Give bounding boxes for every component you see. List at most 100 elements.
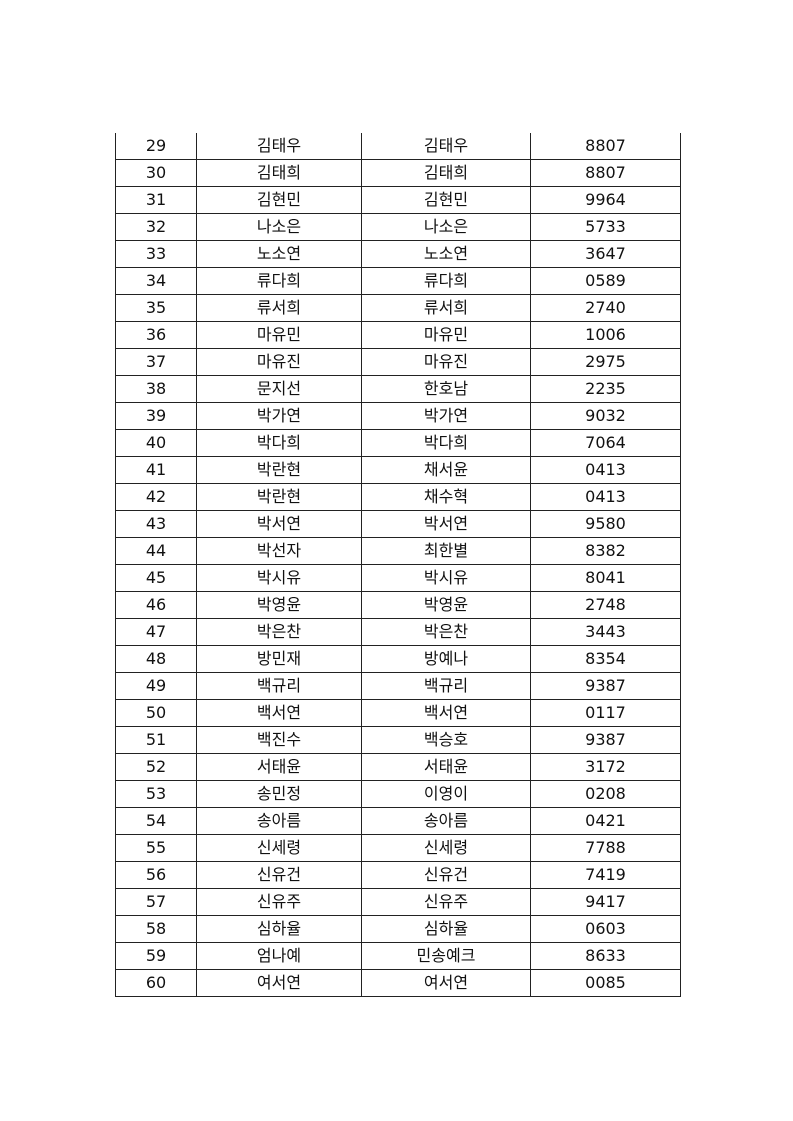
name-cell: 김현민 [196, 186, 362, 214]
second-name-cell: 신세령 [361, 834, 531, 862]
second-name-cell: 나소은 [361, 213, 531, 241]
row-number-cell: 51 [115, 726, 197, 754]
table-row: 60 여서연 여서연 0085 [115, 969, 681, 997]
name-cell: 신세령 [196, 834, 362, 862]
row-number-cell: 43 [115, 510, 197, 538]
row-number-cell: 49 [115, 672, 197, 700]
second-name-cell: 박영윤 [361, 591, 531, 619]
name-cell: 심하율 [196, 915, 362, 943]
row-number-cell: 50 [115, 699, 197, 727]
second-name-cell: 채수혁 [361, 483, 531, 511]
table-row: 34 류다희 류다희 0589 [115, 267, 681, 295]
name-cell: 신유주 [196, 888, 362, 916]
row-number-cell: 58 [115, 915, 197, 943]
row-number-cell: 31 [115, 186, 197, 214]
table-row: 43 박서연 박서연 9580 [115, 510, 681, 538]
second-name-cell: 마유진 [361, 348, 531, 376]
row-number-cell: 48 [115, 645, 197, 673]
name-cell: 나소은 [196, 213, 362, 241]
row-number-cell: 30 [115, 159, 197, 187]
code-cell: 9032 [530, 402, 681, 430]
code-cell: 9387 [530, 726, 681, 754]
code-cell: 3443 [530, 618, 681, 646]
table-row: 32 나소은 나소은 5733 [115, 213, 681, 241]
code-cell: 0117 [530, 699, 681, 727]
table-row: 40 박다희 박다희 7064 [115, 429, 681, 457]
row-number-cell: 29 [115, 133, 197, 160]
row-number-cell: 32 [115, 213, 197, 241]
row-number-cell: 39 [115, 402, 197, 430]
row-number-cell: 34 [115, 267, 197, 295]
row-number-cell: 44 [115, 537, 197, 565]
table-row: 35 류서희 류서희 2740 [115, 294, 681, 322]
row-number-cell: 52 [115, 753, 197, 781]
table-row: 47 박은찬 박은찬 3443 [115, 618, 681, 646]
second-name-cell: 류서희 [361, 294, 531, 322]
code-cell: 9417 [530, 888, 681, 916]
second-name-cell: 채서윤 [361, 456, 531, 484]
second-name-cell: 이영이 [361, 780, 531, 808]
table-body: 29 김태우 김태우 8807 30 김태희 김태희 8807 31 김현민 김현민 9964 32 나소… [115, 133, 681, 997]
second-name-cell: 여서연 [361, 969, 531, 997]
name-cell: 박가연 [196, 402, 362, 430]
name-cell: 여서연 [196, 969, 362, 997]
name-cell: 박다희 [196, 429, 362, 457]
table-row: 29 김태우 김태우 8807 [115, 133, 681, 160]
code-cell: 8807 [530, 159, 681, 187]
table-row: 44 박선자 최한별 8382 [115, 537, 681, 565]
name-cell: 송아름 [196, 807, 362, 835]
second-name-cell: 박가연 [361, 402, 531, 430]
table-row: 51 백진수 백승호 9387 [115, 726, 681, 754]
table-row: 57 신유주 신유주 9417 [115, 888, 681, 916]
second-name-cell: 김현민 [361, 186, 531, 214]
name-cell: 신유건 [196, 861, 362, 889]
name-cell: 박시유 [196, 564, 362, 592]
code-cell: 0413 [530, 456, 681, 484]
code-cell: 0208 [530, 780, 681, 808]
row-number-cell: 40 [115, 429, 197, 457]
table-row: 39 박가연 박가연 9032 [115, 402, 681, 430]
table-row: 49 백규리 백규리 9387 [115, 672, 681, 700]
name-cell: 마유민 [196, 321, 362, 349]
table-row: 42 박란현 채수혁 0413 [115, 483, 681, 511]
code-cell: 8354 [530, 645, 681, 673]
code-cell: 7419 [530, 861, 681, 889]
code-cell: 2748 [530, 591, 681, 619]
code-cell: 5733 [530, 213, 681, 241]
table-row: 50 백서연 백서연 0117 [115, 699, 681, 727]
code-cell: 8041 [530, 564, 681, 592]
name-cell: 박영윤 [196, 591, 362, 619]
name-cell: 백진수 [196, 726, 362, 754]
code-cell: 2975 [530, 348, 681, 376]
name-cell: 서태윤 [196, 753, 362, 781]
second-name-cell: 김태희 [361, 159, 531, 187]
name-cell: 김태우 [196, 133, 362, 160]
name-cell: 백서연 [196, 699, 362, 727]
row-number-cell: 60 [115, 969, 197, 997]
second-name-cell: 류다희 [361, 267, 531, 295]
second-name-cell: 한호남 [361, 375, 531, 403]
name-cell: 박은찬 [196, 618, 362, 646]
table-row: 53 송민정 이영이 0208 [115, 780, 681, 808]
row-number-cell: 57 [115, 888, 197, 916]
second-name-cell: 박은찬 [361, 618, 531, 646]
second-name-cell: 김태우 [361, 133, 531, 160]
name-cell: 방민재 [196, 645, 362, 673]
name-list-table: 29 김태우 김태우 8807 30 김태희 김태희 8807 31 김현민 김현민 9964 32 나소… [115, 133, 681, 997]
name-cell: 박선자 [196, 537, 362, 565]
name-cell: 엄나예 [196, 942, 362, 970]
row-number-cell: 37 [115, 348, 197, 376]
code-cell: 7788 [530, 834, 681, 862]
table-row: 58 심하율 심하율 0603 [115, 915, 681, 943]
table-row: 37 마유진 마유진 2975 [115, 348, 681, 376]
table-row: 54 송아름 송아름 0421 [115, 807, 681, 835]
name-cell: 노소연 [196, 240, 362, 268]
code-cell: 0603 [530, 915, 681, 943]
row-number-cell: 41 [115, 456, 197, 484]
code-cell: 0085 [530, 969, 681, 997]
code-cell: 0413 [530, 483, 681, 511]
row-number-cell: 33 [115, 240, 197, 268]
second-name-cell: 박다희 [361, 429, 531, 457]
second-name-cell: 백서연 [361, 699, 531, 727]
row-number-cell: 35 [115, 294, 197, 322]
